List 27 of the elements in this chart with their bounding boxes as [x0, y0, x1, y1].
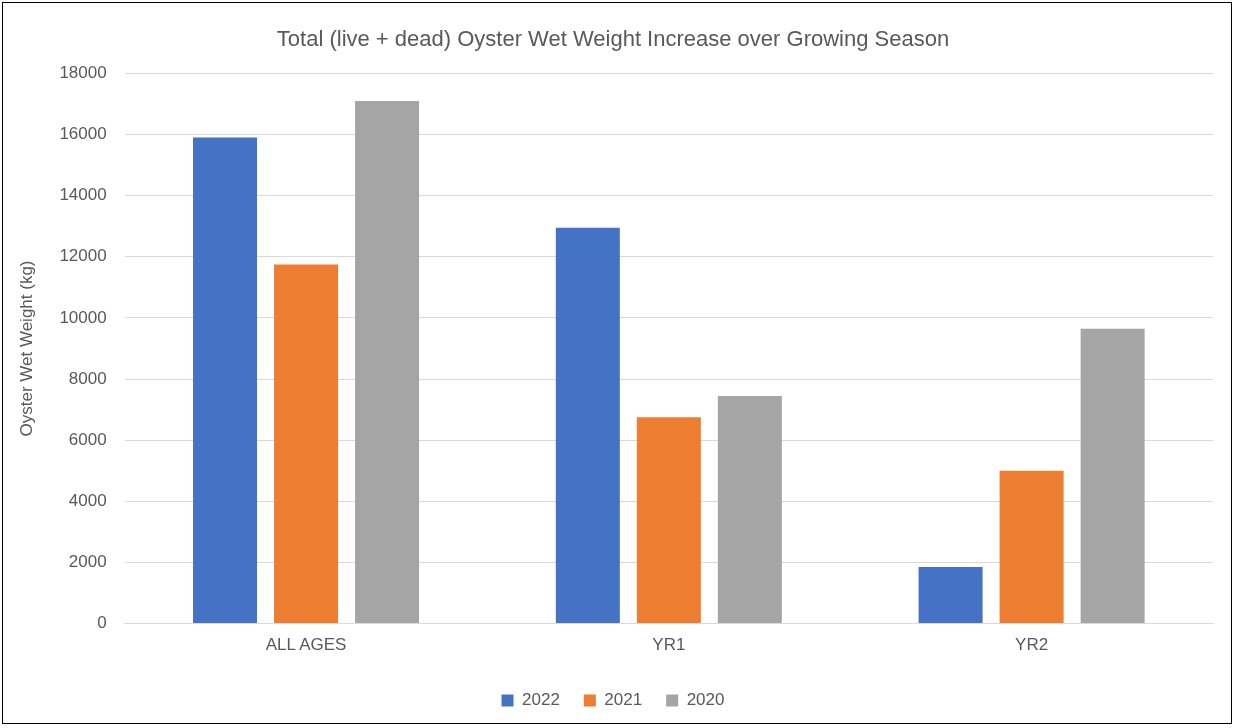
y-tick-label: 12000 — [59, 246, 107, 266]
y-tick-label: 6000 — [68, 429, 107, 449]
y-tick-label: 0 — [97, 613, 107, 633]
bar — [555, 227, 620, 624]
legend-label: 2020 — [686, 690, 725, 710]
chart-title: Total (live + dead) Oyster Wet Weight Increase over Growing Season — [276, 26, 950, 52]
bar — [355, 100, 420, 624]
y-tick-label: 14000 — [59, 185, 107, 205]
x-tick-label: ALL AGES — [265, 635, 347, 655]
x-tick-label: YR2 — [1015, 635, 1049, 655]
legend-label: 2022 — [522, 690, 560, 710]
y-tick-label: 4000 — [68, 491, 107, 511]
y-tick-label: 2000 — [68, 552, 107, 572]
bar — [636, 417, 701, 624]
y-tick-label: 10000 — [59, 307, 107, 327]
bar — [717, 395, 782, 624]
bar — [999, 470, 1064, 624]
legend-label: 2021 — [604, 690, 643, 710]
bar — [193, 137, 258, 624]
bar — [918, 567, 983, 624]
y-tick-label: 18000 — [59, 63, 107, 83]
x-tick-label: YR1 — [652, 635, 686, 655]
bar — [1080, 328, 1145, 624]
y-tick-label: 16000 — [59, 124, 107, 144]
bar — [274, 264, 339, 624]
y-tick-label: 8000 — [68, 368, 107, 388]
y-axis-title: Oyster Wet Weight (kg) — [16, 260, 36, 437]
